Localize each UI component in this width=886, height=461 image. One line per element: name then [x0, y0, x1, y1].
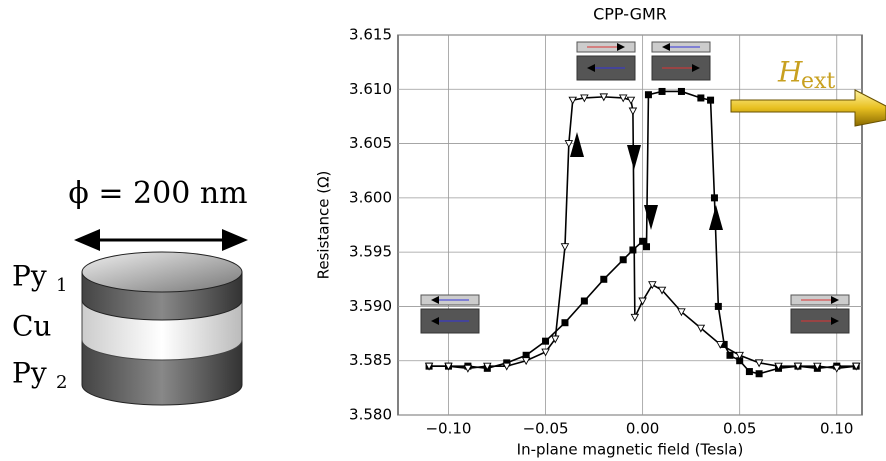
data-point [851, 362, 861, 371]
data-point [483, 362, 492, 371]
field-label-subscript: ext [801, 69, 835, 94]
data-point [714, 302, 722, 310]
data-point [560, 243, 570, 252]
x-tick-label: −0.05 [523, 420, 569, 438]
data-point [677, 87, 685, 95]
data-point [657, 286, 667, 295]
data-point [658, 87, 666, 95]
data-point [643, 243, 651, 251]
data-point [716, 340, 725, 349]
y-tick-label: 3.585 [349, 351, 392, 369]
data-point [745, 368, 753, 376]
field-arrow [730, 89, 886, 127]
y-tick-label: 3.610 [349, 80, 392, 98]
data-point [580, 94, 589, 103]
data-point [542, 337, 550, 345]
y-tick-label: 3.590 [349, 297, 392, 315]
layer-label: Py [12, 260, 47, 293]
layer-label-subscript: 2 [56, 372, 67, 393]
layer-label-subscript: 1 [56, 275, 67, 296]
data-point [813, 362, 822, 371]
x-axis-label: In-plane magnetic field (Tesla) [517, 441, 744, 459]
data-point [619, 256, 627, 264]
data-point [564, 140, 574, 149]
x-tick-label: 0.10 [820, 420, 853, 438]
layer-label: Cu [12, 310, 51, 343]
data-point [618, 94, 628, 103]
data-point [677, 308, 686, 317]
data-point [424, 362, 434, 371]
data-point [626, 96, 636, 105]
data-point [735, 351, 744, 360]
plot-frame [397, 34, 863, 416]
data-point [551, 335, 560, 344]
chart-title: CPP-GMR [593, 5, 667, 24]
y-tick-label: 3.600 [349, 188, 392, 206]
field-label: H [777, 56, 803, 89]
data-point [793, 362, 803, 371]
data-point [600, 275, 608, 283]
data-point [599, 93, 609, 102]
data-point [644, 91, 652, 99]
data-point [832, 364, 842, 373]
data-point [444, 362, 453, 371]
magnetization-icons [420, 41, 850, 334]
series-line [429, 96, 857, 370]
data-point [630, 313, 640, 322]
data-point [629, 246, 637, 254]
y-tick-label: 3.605 [349, 134, 392, 152]
x-tick-label: −0.10 [425, 420, 471, 438]
y-axis-label: Resistance (Ω) [315, 171, 333, 280]
layer-label: Py [12, 357, 47, 390]
data-point [463, 364, 473, 373]
data-point [755, 370, 763, 378]
data-point [754, 359, 764, 368]
data-point [628, 107, 638, 116]
data-point [726, 351, 734, 359]
data-point [707, 96, 715, 104]
data-point [561, 319, 569, 327]
data-point [638, 297, 647, 306]
data-point [696, 324, 706, 333]
diameter-label: ϕ = 200 nm [68, 176, 247, 211]
data-point [568, 96, 577, 105]
data-point [541, 348, 550, 357]
data-point [648, 281, 657, 290]
data-point [502, 362, 511, 371]
data-point [774, 362, 783, 371]
data-point [639, 237, 647, 245]
y-tick-label: 3.580 [349, 406, 392, 424]
x-tick-label: 0.00 [626, 420, 659, 438]
y-tick-label: 3.595 [349, 243, 392, 261]
x-tick-label: 0.05 [723, 420, 756, 438]
data-point [521, 357, 531, 366]
data-point [710, 194, 718, 202]
pillar-schematic: ϕ = 200 nm [68, 176, 248, 406]
data-point [580, 297, 588, 305]
y-tick-label: 3.615 [349, 26, 392, 44]
data-point [697, 94, 705, 102]
